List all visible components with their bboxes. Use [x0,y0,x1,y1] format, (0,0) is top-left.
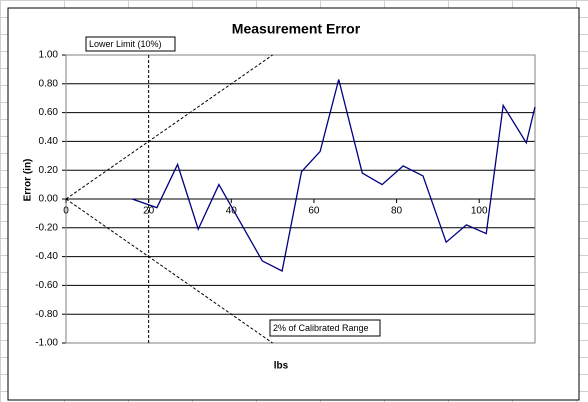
y-tick-label: -0.80 [35,309,58,320]
line-series [65,198,273,344]
chart-title: Measurement Error [232,21,361,37]
annotation-box [269,319,381,337]
y-tick-label: 0.60 [39,107,59,118]
y-tick-label: -0.60 [35,280,58,291]
x-tick-label: 0 [63,206,69,217]
x-tick-label: 100 [471,206,488,217]
x-axis-label: lbs [274,361,289,372]
line-series [65,54,273,200]
marks: 1.00 0.80 0.60 0.40 0.20 0.00 -0.20 -0.40 -0.60 -… [35,50,536,349]
y-tick-label: -1.00 [35,338,58,349]
y-tick-label: 0.80 [39,78,59,89]
annotation: Lower Limit (10%) [89,39,162,49]
y-tick-label: 0.00 [39,194,59,205]
y-axis-label: Error (in) [23,159,34,202]
y-tick-label: 1.00 [39,50,59,61]
y-tick-label: 0.40 [39,136,59,147]
x-tick-label: 40 [226,206,238,217]
annotation: 2% of Calibrated Range [273,323,369,333]
annotation-box [85,36,176,52]
y-tick-label: -0.40 [35,251,58,262]
y-tick-label: 0.20 [39,165,59,176]
x-tick-label: 60 [308,206,320,217]
line-series [131,79,536,272]
y-tick-label: -0.20 [35,222,58,233]
x-tick-label: 80 [391,206,403,217]
